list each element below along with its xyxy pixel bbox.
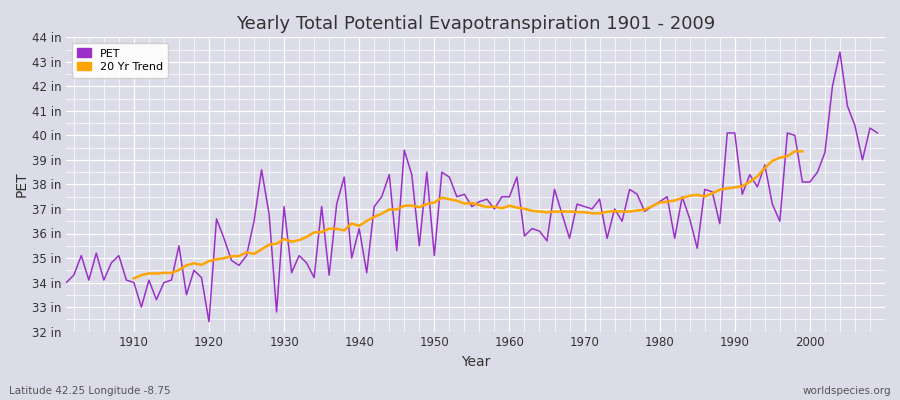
X-axis label: Year: Year (461, 355, 491, 369)
Text: worldspecies.org: worldspecies.org (803, 386, 891, 396)
Y-axis label: PET: PET (15, 172, 29, 197)
Title: Yearly Total Potential Evapotranspiration 1901 - 2009: Yearly Total Potential Evapotranspiratio… (236, 15, 716, 33)
Text: Latitude 42.25 Longitude -8.75: Latitude 42.25 Longitude -8.75 (9, 386, 171, 396)
Legend: PET, 20 Yr Trend: PET, 20 Yr Trend (72, 43, 168, 78)
